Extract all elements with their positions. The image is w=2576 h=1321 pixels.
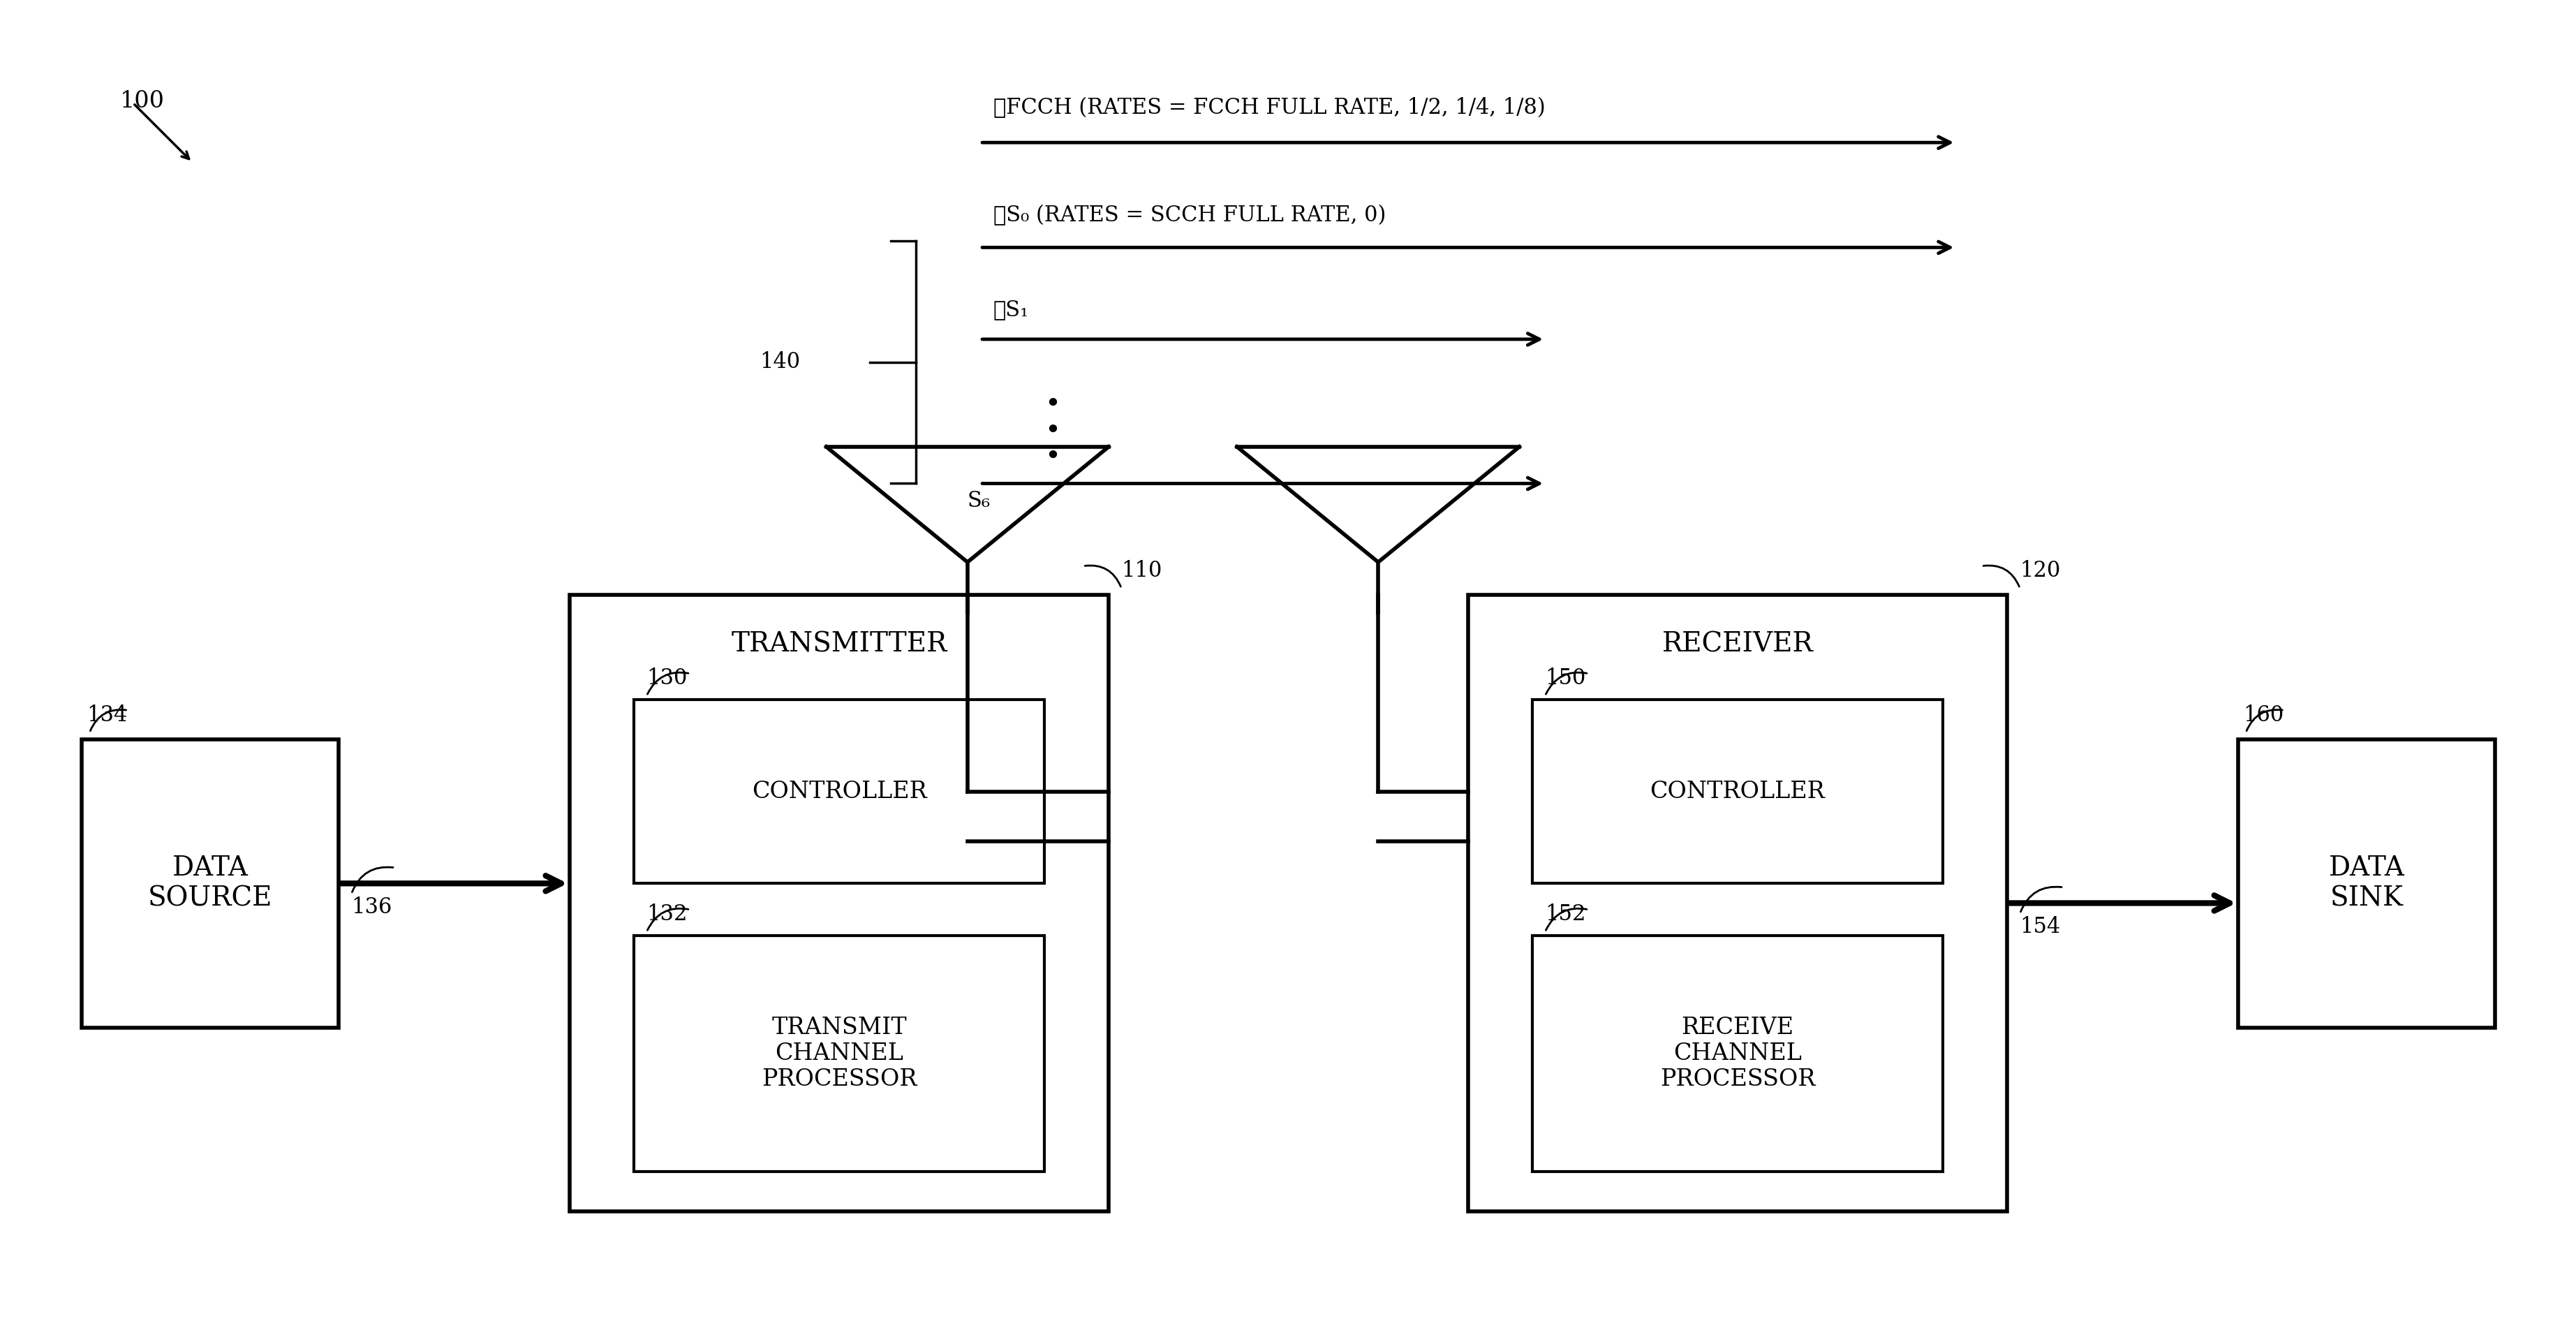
Text: ⌢FCCH (RATES = FCCH FULL RATE, 1/2, 1/4, 1/8): ⌢FCCH (RATES = FCCH FULL RATE, 1/2, 1/4,…: [992, 98, 1546, 119]
Bar: [82, 740, 337, 1028]
Text: ⌢S₀ (RATES = SCCH FULL RATE, 0): ⌢S₀ (RATES = SCCH FULL RATE, 0): [992, 205, 1386, 226]
Bar: [634, 935, 1043, 1172]
Bar: [1533, 700, 1942, 884]
Text: •: •: [1043, 419, 1061, 444]
Bar: [2239, 740, 2494, 1028]
Text: CONTROLLER: CONTROLLER: [1649, 781, 1824, 803]
Text: 120: 120: [2020, 560, 2061, 581]
Text: •: •: [1043, 444, 1061, 470]
Text: TRANSMIT
CHANNEL
PROCESSOR: TRANSMIT CHANNEL PROCESSOR: [762, 1017, 917, 1091]
Text: ⌢S₁: ⌢S₁: [992, 300, 1028, 321]
Bar: [634, 700, 1043, 884]
Text: 130: 130: [647, 667, 688, 690]
Text: 160: 160: [2244, 704, 2282, 727]
Text: 150: 150: [1546, 667, 1584, 690]
Text: CONTROLLER: CONTROLLER: [752, 781, 927, 803]
Bar: [569, 594, 1108, 1211]
Bar: [1533, 935, 1942, 1172]
Text: 140: 140: [760, 351, 801, 373]
Text: 100: 100: [121, 90, 165, 112]
Text: S₆: S₆: [966, 490, 989, 511]
Text: RECEIVE
CHANNEL
PROCESSOR: RECEIVE CHANNEL PROCESSOR: [1659, 1017, 1814, 1091]
Text: 134: 134: [88, 704, 129, 727]
Text: 152: 152: [1546, 904, 1584, 926]
Text: TRANSMITTER: TRANSMITTER: [732, 631, 948, 658]
Text: •: •: [1043, 392, 1061, 417]
Bar: [1468, 594, 2007, 1211]
Text: DATA
SINK: DATA SINK: [2329, 856, 2403, 911]
Text: 136: 136: [350, 897, 392, 918]
Text: 154: 154: [2020, 917, 2061, 938]
Text: 132: 132: [647, 904, 688, 926]
Text: 110: 110: [1121, 560, 1162, 581]
Text: RECEIVER: RECEIVER: [1662, 631, 1814, 658]
Text: DATA
SOURCE: DATA SOURCE: [147, 856, 273, 911]
